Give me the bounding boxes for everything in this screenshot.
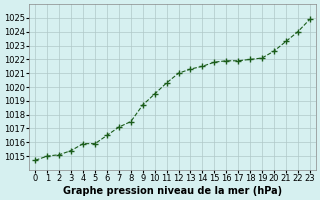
X-axis label: Graphe pression niveau de la mer (hPa): Graphe pression niveau de la mer (hPa) — [63, 186, 282, 196]
